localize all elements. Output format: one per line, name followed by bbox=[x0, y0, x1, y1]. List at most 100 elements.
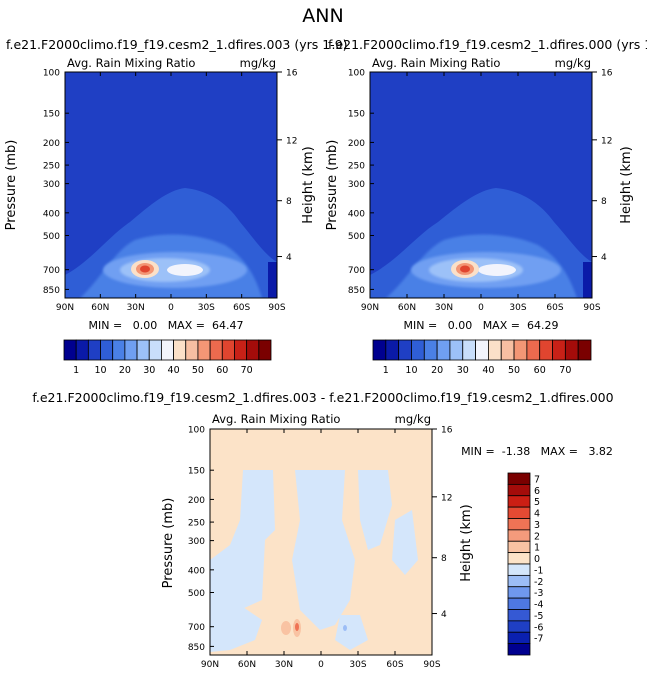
panel-a-colorbar-swatch bbox=[124, 339, 138, 361]
panel-c-ytick-label: 250 bbox=[188, 519, 205, 529]
panel-b-colorbar-label: 1 bbox=[383, 365, 389, 376]
panel-a-ytick-label: 300 bbox=[43, 180, 60, 190]
panel-b-colorbar-label: 40 bbox=[482, 365, 494, 376]
panel-b-xtick-label: 60S bbox=[546, 303, 563, 313]
panel-b-colorbar-swatch bbox=[411, 339, 425, 361]
panel-b-ytick-label: 200 bbox=[348, 139, 365, 149]
panel-b-ytick-label: 700 bbox=[348, 266, 365, 276]
panel-c-colorbar-label: 3 bbox=[534, 520, 540, 531]
panel-a-ytick-label: 250 bbox=[43, 162, 60, 172]
panel-c-colorbar-swatch bbox=[507, 529, 531, 542]
panel-c-colorbar-swatch bbox=[507, 631, 531, 645]
panel-b-colorbar-label: 30 bbox=[457, 365, 469, 376]
panel-a-contours bbox=[65, 72, 277, 298]
panel-c-colorbar-label: 2 bbox=[534, 531, 540, 542]
panel-b-colorbar-swatch bbox=[552, 339, 566, 361]
panel-a-xtick-label: 0 bbox=[168, 303, 174, 313]
panel-a-ytick-label: 700 bbox=[43, 266, 60, 276]
panel-c-subtitle: f.e21.F2000climo.f19_f19.cesm2_1.dfires.… bbox=[32, 390, 613, 405]
panel-top-left: f.e21.F2000climo.f19_f19.cesm2_1.dfires.… bbox=[4, 37, 348, 376]
panel-c-xtick-label: 60N bbox=[238, 660, 256, 670]
panel-c-left-label: Avg. Rain Mixing Ratio bbox=[212, 412, 340, 426]
panel-a-colorbar-swatch bbox=[161, 339, 174, 361]
panel-b-colorbar-swatch bbox=[449, 339, 464, 361]
panel-b-subtitle: f.e21.F2000climo.f19_f19.cesm2_1.dfires.… bbox=[328, 37, 647, 52]
panel-b-left-label: Avg. Rain Mixing Ratio bbox=[372, 56, 500, 70]
panel-a-colorbar-swatch bbox=[246, 339, 260, 361]
panel-c-ytick-label: 700 bbox=[188, 623, 205, 633]
panel-c-colorbar-label: 4 bbox=[534, 509, 540, 520]
panel-b-colorbar-label: 60 bbox=[534, 365, 546, 376]
panel-b-ytick-label: 400 bbox=[348, 209, 365, 219]
panel-a-colorbar-swatch bbox=[112, 339, 126, 361]
panel-c-ytick-right-label: 8 bbox=[441, 554, 447, 564]
panel-a-colorbar-swatch bbox=[258, 339, 272, 361]
panel-a-colorbar-swatch bbox=[209, 339, 223, 361]
panel-c-ytick-label: 100 bbox=[188, 426, 205, 436]
panel-b-xtick-label: 60N bbox=[398, 303, 416, 313]
panel-c-colorbar-swatch bbox=[507, 472, 531, 485]
panel-a-colorbar-label: 70 bbox=[241, 365, 253, 376]
panel-a-ytick-label: 150 bbox=[43, 110, 60, 120]
panel-b-colorbar-swatch bbox=[398, 339, 412, 361]
panel-b-ytick-label: 250 bbox=[348, 162, 365, 172]
page-title: ANN bbox=[302, 5, 343, 27]
panel-b-colorbar-swatch bbox=[500, 339, 515, 361]
panel-c-xtick-label: 30N bbox=[275, 660, 293, 670]
panel-a-colorbar-swatch bbox=[173, 339, 187, 361]
panel-b-ytick-right-label: 12 bbox=[601, 136, 612, 146]
panel-a-colorbar-swatch bbox=[221, 339, 235, 361]
panel-a-colorbar-swatch bbox=[63, 339, 77, 361]
panel-c-colorbar-swatch bbox=[507, 643, 531, 656]
panel-b-xtick-label: 30S bbox=[509, 303, 526, 313]
panel-c-colorbar-swatch bbox=[507, 563, 531, 576]
panel-a-colorbar-label: 1 bbox=[73, 365, 79, 376]
panel-c-ytick-right-label: 16 bbox=[441, 426, 453, 436]
panel-a-colorbar-swatch bbox=[100, 339, 114, 361]
panel-b-colorbar-swatch bbox=[488, 339, 502, 361]
panel-b-stats: MIN = 0.00 MAX = 64.29 bbox=[404, 319, 559, 332]
panel-c-ytick-label: 200 bbox=[188, 496, 205, 506]
panel-c-ytick-label: 500 bbox=[188, 589, 205, 599]
panel-c-ylabel-right: Height (km) bbox=[459, 504, 474, 581]
panel-c-ytick-label: 400 bbox=[188, 566, 205, 576]
panel-c-colorbar-swatch bbox=[507, 574, 531, 588]
panel-b-colorbar-swatch bbox=[577, 339, 592, 361]
panel-b-colorbar-swatch bbox=[385, 339, 400, 361]
panel-c-ytick-right-label: 4 bbox=[441, 610, 447, 620]
panel-b-colorbar-label: 70 bbox=[559, 365, 571, 376]
panel-a-colorbar-label: 10 bbox=[94, 365, 106, 376]
panel-c-ytick-label: 300 bbox=[188, 537, 205, 547]
panel-a-xtick-label: 60N bbox=[91, 303, 109, 313]
panel-c-xtick-label: 90N bbox=[201, 660, 219, 670]
panel-c-colorbar-label: 7 bbox=[534, 474, 540, 485]
panel-b-ytick-label: 100 bbox=[348, 69, 365, 79]
panel-b-colorbar-swatch bbox=[423, 339, 438, 361]
panel-b-xtick-label: 90N bbox=[361, 303, 379, 313]
panel-c-colorbar-label: 5 bbox=[534, 497, 540, 508]
panel-b-ytick-label: 850 bbox=[348, 286, 365, 296]
panel-a-xtick-label: 30S bbox=[198, 303, 215, 313]
panel-c-colorbar-swatch bbox=[507, 620, 531, 633]
panel-a-xtick-label: 60S bbox=[233, 303, 250, 313]
panel-a-colorbar-swatch bbox=[136, 339, 150, 361]
panel-a-ytick-label: 200 bbox=[43, 139, 60, 149]
panel-a-ytick-label: 500 bbox=[43, 232, 60, 242]
panel-difference: f.e21.F2000climo.f19_f19.cesm2_1.dfires.… bbox=[32, 390, 613, 670]
panel-a-ylabel: Pressure (mb) bbox=[4, 140, 19, 231]
panel-c-colorbar-label: 1 bbox=[534, 543, 540, 554]
panel-a-colorbar-label: 30 bbox=[143, 365, 155, 376]
panel-c-colorbar-label: -4 bbox=[534, 600, 543, 611]
panel-c-colorbar-label: 0 bbox=[534, 554, 540, 565]
panel-a-colorbar: 1 10 20 30 40 50 60 70 bbox=[63, 339, 272, 376]
panel-a-colorbar-label: 60 bbox=[216, 365, 228, 376]
panel-b-colorbar-label: 10 bbox=[405, 365, 417, 376]
panel-b-xtick-label: 0 bbox=[478, 303, 484, 313]
panel-b-contours bbox=[370, 72, 592, 298]
panel-c-xtick-label: 60S bbox=[386, 660, 403, 670]
panel-c-stats: MIN = -1.38 MAX = 3.82 bbox=[461, 445, 613, 458]
panel-b-axes: 90N 60N 30N 0 30S 60S 90S 100 150 200 250 300 400 500… bbox=[348, 69, 613, 314]
panel-c-colorbar-swatch bbox=[507, 540, 531, 554]
